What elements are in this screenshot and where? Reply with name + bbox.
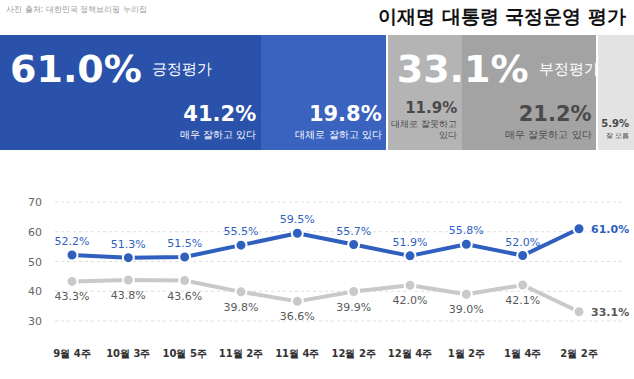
point [405,250,416,261]
group-divider [386,35,388,150]
segment-name: 대체로 잘못하고 있다 [390,119,457,140]
data-label: 51.9% [393,236,428,249]
segment-value-label: 41.2% [3,102,256,126]
data-label: 43.6% [167,290,202,303]
point [236,240,247,251]
grid [55,202,625,321]
segment-label: 19.8% 대체로 잘하고 있다 [264,102,382,140]
stacked-band: 41.2% 매우 잘하고 있다 19.8% 대체로 잘하고 있다 11.9% 대체로 잘못… [0,35,634,150]
x-tick-label: 2월 2주 [560,348,597,359]
point [517,250,528,261]
segment-name: 매우 잘못하고 있다 [465,129,591,141]
segment-value-label: 11.9% [390,100,457,117]
segment-name: 매우 잘하고 있다 [3,129,256,141]
point [123,274,134,285]
x-tick-label: 1월 2주 [448,348,485,359]
point [179,252,190,263]
group-value-label: 33.1% [397,47,529,91]
x-tick-label: 10월 5주 [162,348,206,359]
point [574,306,585,317]
y-tick-label: 70 [28,196,42,209]
data-label: 52.2% [55,235,90,248]
point [179,275,190,286]
point [348,239,359,250]
data-label: 36.6% [280,310,315,323]
point [292,228,303,239]
x-tick-label: 9월 4주 [53,348,90,359]
data-label: 52.0% [505,236,540,249]
data-label: 55.7% [336,225,371,238]
point [67,276,78,287]
point [461,289,472,300]
x-tick-label: 11월 2주 [219,348,263,359]
data-label: 42.0% [393,294,428,307]
data-label: 33.1% [591,306,629,319]
data-label: 39.8% [224,301,259,314]
point [67,249,78,260]
group-name: 긍정평가 [152,60,212,79]
data-label: 61.0% [591,223,629,236]
data-label: 39.0% [449,303,484,316]
plot-area [67,223,585,317]
point [405,280,416,291]
group-divider [596,35,598,150]
group-name: 부정평가 [539,60,599,79]
segment-label: 41.2% 매우 잘하고 있다 [3,102,256,140]
y-tick-label: 50 [28,256,42,269]
x-tick-label: 12월 2주 [331,348,375,359]
data-label: 59.5% [280,213,315,226]
point [574,223,585,234]
point [123,252,134,263]
segment-label: 21.2% 매우 잘못하고 있다 [465,102,591,140]
x-tick-label: 11월 4주 [275,348,319,359]
group-value-label: 61.0% [10,47,142,91]
source-note: 사진 출처: 대한민국 정책브리핑 누리집 [6,4,147,15]
data-label: 43.8% [111,289,146,302]
grid-line [55,202,625,203]
line-chart: 30 40 50 60 70 9월 4주 10월 3주 10월 5주 11월 2주 11월 4주 1… [0,0,634,379]
y-tick-label: 60 [28,226,42,239]
data-label: 39.9% [336,301,371,314]
segment-value-label: 21.2% [465,102,591,126]
y-tick-label: 40 [28,285,42,298]
x-tick-label: 10월 3주 [106,348,150,359]
point [292,296,303,307]
x-tick-label: 1월 4주 [504,348,541,359]
series-line [72,280,579,312]
segment-label: 11.9% 대체로 잘못하고 있다 [390,100,457,140]
segment-value-label: 5.9% [600,118,629,130]
segment-label: 5.9% 잘 모름 [600,118,629,140]
data-label: 51.3% [111,238,146,251]
y-tick-label: 30 [28,315,42,328]
series-line [72,229,579,258]
data-label: 55.8% [449,224,484,237]
data-label: 55.5% [224,225,259,238]
segment-name: 잘 모름 [600,132,629,140]
stage: 사진 출처: 대한민국 정책브리핑 누리집 이재명 대통령 국정운영 평가 41.2… [0,0,634,379]
title: 이재명 대통령 국정운영 평가 [378,4,626,30]
grid-line [55,261,625,262]
data-label: 43.3% [55,290,90,303]
data-label: 42.1% [505,294,540,307]
data-labels: 52.2% 51.3% 51.5% 55.5% 59.5% 55.7% 51.9% 55.8%… [55,213,630,323]
x-tick-label: 12월 4주 [388,348,432,359]
point [348,286,359,297]
point [517,280,528,291]
group-label: 61.0% 긍정평가 [10,47,212,91]
group-label: 33.1% 부정평가 [397,47,599,91]
point [236,286,247,297]
data-label: 51.5% [167,237,202,250]
point [461,239,472,250]
segment-name: 대체로 잘하고 있다 [264,129,382,141]
grid-line [55,321,625,322]
segment-value-label: 19.8% [264,102,382,126]
